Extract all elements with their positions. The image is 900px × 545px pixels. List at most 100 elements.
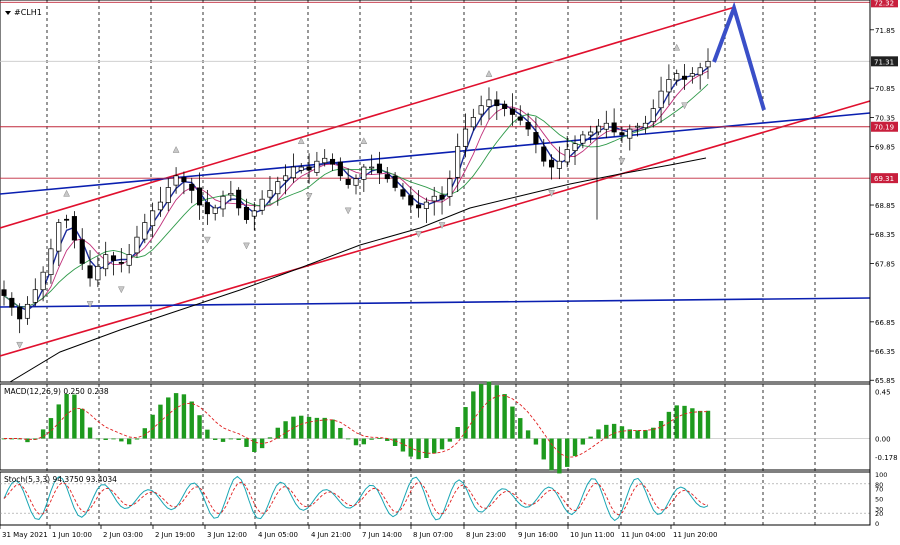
macd-bar: [134, 438, 140, 440]
macd-bar: [56, 404, 61, 439]
macd-bar: [697, 410, 703, 439]
candle-body: [478, 105, 484, 115]
macd-bar: [64, 393, 69, 439]
forecast-arrow: [712, 1, 766, 111]
candle-body: [447, 178, 453, 197]
time-tick-label: 10 Jun 11:00: [570, 531, 614, 539]
candle-body: [306, 166, 312, 171]
stoch-tick-label: 80: [875, 481, 883, 489]
candle-body: [251, 210, 257, 217]
candle-body: [24, 303, 31, 319]
candle-body: [619, 132, 625, 136]
candle-body: [157, 201, 163, 211]
macd-bar: [651, 427, 656, 439]
price-axis: 71.85 70.85 70.35 69.85 68.85 68.35 67.85 66.85…: [869, 0, 898, 525]
macd-bar: [205, 429, 210, 439]
price-tick-label: 70.85: [875, 85, 895, 93]
fractal-up-marker: [485, 70, 493, 77]
candle-body: [392, 175, 398, 188]
candle-body: [118, 261, 124, 264]
candle-body: [228, 192, 234, 196]
fractal-down-marker: [16, 341, 24, 349]
fractal-up-marker: [673, 43, 681, 51]
macd-bar: [80, 408, 85, 439]
price-tick-label: 66.85: [875, 319, 895, 327]
time-tick-label: 11 Jun 20:00: [673, 531, 717, 539]
macd-bar: [611, 423, 617, 439]
candles: [1, 48, 711, 334]
candle-body: [103, 254, 109, 270]
price-tag-label: 72.32: [874, 0, 894, 7]
candle-body: [541, 146, 547, 162]
time-tick-label: 9 Jun 16:00: [518, 531, 558, 539]
candle-body: [697, 67, 703, 76]
candle-body: [650, 108, 656, 122]
macd-bar: [471, 391, 476, 439]
candle-body: [220, 195, 226, 210]
candle-body: [400, 189, 406, 197]
candle-body: [197, 187, 203, 206]
macd-bar: [299, 415, 304, 439]
stoch-tick-label: 70: [875, 486, 883, 494]
fractal-markers: [16, 43, 688, 349]
candle-body: [259, 198, 265, 211]
macd-bar: [338, 427, 343, 439]
candle-body: [642, 122, 648, 129]
candle-body: [32, 289, 38, 303]
macd-bar: [40, 429, 46, 439]
macd-bar: [369, 438, 374, 440]
fractal-down-marker: [203, 236, 211, 244]
candle-body: [439, 194, 445, 200]
price-tag-label: 70.19: [874, 124, 894, 132]
price-tick-label: 69.85: [875, 144, 895, 152]
macd-bar: [619, 426, 625, 439]
price-tick-label: 65.85: [875, 377, 895, 385]
candle-body: [267, 190, 273, 198]
macd-bar: [244, 438, 249, 447]
candle-body: [64, 218, 70, 221]
stochastic-pane[interactable]: [0, 471, 871, 526]
candle-body: [126, 254, 132, 266]
triangle-down-icon[interactable]: [5, 11, 11, 15]
price-tag-label: 71.31: [874, 58, 894, 66]
macd-tick-label: -0.178: [875, 454, 898, 462]
candle-body: [189, 183, 195, 191]
macd-bar: [502, 394, 507, 439]
time-tick-label: 2 Jun 19:00: [155, 531, 195, 539]
candle-body: [142, 222, 148, 240]
candle-body: [455, 146, 461, 178]
price-tag-label: 69.31: [874, 175, 894, 183]
macd-bar: [565, 438, 570, 467]
candle-body: [635, 125, 641, 128]
time-tick-label: 7 Jun 14:00: [362, 531, 402, 539]
macd-pane[interactable]: [0, 383, 871, 471]
fractal-down-marker: [438, 222, 446, 230]
stoch-tick-label: 20: [875, 510, 883, 518]
candle-body: [236, 189, 242, 209]
macd-bar: [392, 438, 398, 446]
macd-bar: [580, 438, 586, 445]
candle-body: [345, 178, 351, 185]
macd-bar: [275, 427, 280, 439]
time-tick-label: 8 Jun 07:00: [413, 531, 453, 539]
macd-bar: [596, 429, 601, 439]
candle-body: [369, 166, 375, 169]
candle-body: [275, 181, 281, 195]
candle-body: [556, 160, 562, 169]
macd-bar: [267, 437, 273, 439]
macd-bar: [478, 383, 484, 439]
candle-body: [494, 99, 500, 107]
fractal-up-marker: [297, 137, 305, 145]
candle-body: [595, 125, 602, 133]
fractal-down-marker: [117, 286, 125, 294]
macd-bar: [119, 438, 124, 442]
macd-bar: [25, 438, 30, 443]
macd-bar: [353, 438, 359, 446]
fractal-down-marker: [548, 190, 555, 197]
candle-body: [181, 177, 187, 183]
time-axis: 31 May 2021 1 Jun 10:00 2 Jun 03:00 2 Jun 1…: [0, 525, 717, 539]
price-tag: [871, 0, 898, 8]
macd-bar: [1, 438, 7, 440]
macd-bar: [682, 405, 687, 439]
